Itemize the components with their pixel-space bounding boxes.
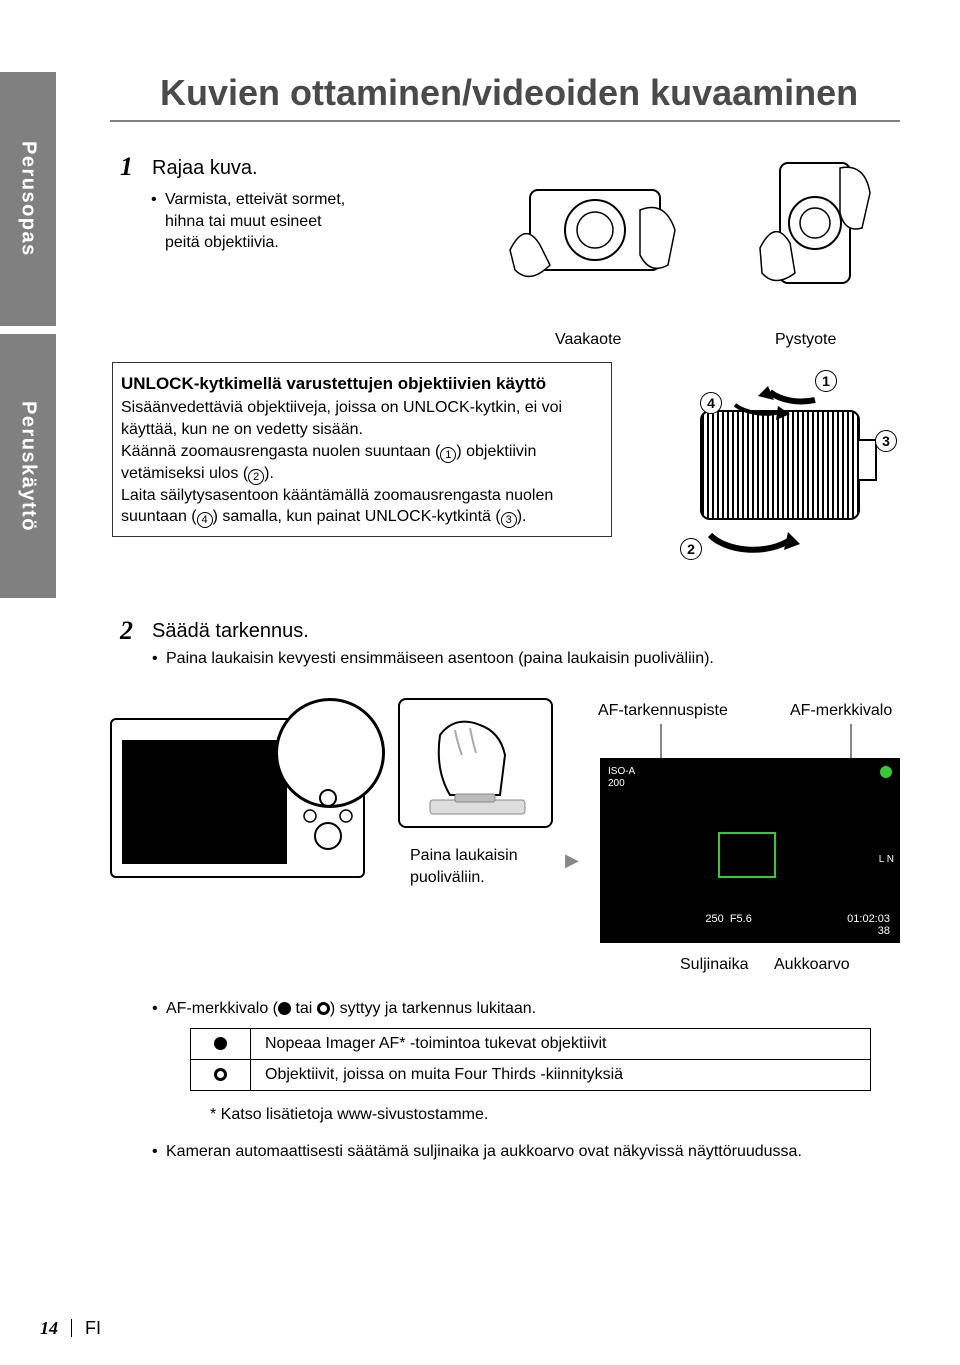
af-indicator-table: Nopeaa Imager AF* -toimintoa tukevat obj… (190, 1028, 871, 1091)
table-cell-row1: Nopeaa Imager AF* -toimintoa tukevat obj… (251, 1029, 871, 1060)
dot-solid-icon (278, 1002, 291, 1015)
diagram-marker-4: 4 (700, 392, 722, 414)
diagram-marker-1: 1 (815, 370, 837, 392)
label-af-point: AF-tarkennuspiste (598, 702, 728, 720)
step2-bullet: Paina laukaisin kevyesti ensimmäiseen as… (166, 650, 714, 668)
page-title: Kuvien ottaminen/videoiden kuvaaminen (160, 72, 858, 114)
page-number: 14 (40, 1318, 58, 1338)
table-cell-icon-ring (191, 1060, 251, 1091)
diagram-marker-2: 2 (680, 538, 702, 560)
illustration-vertical-grip (750, 138, 880, 313)
half-press-label: Paina laukaisin puoliväliin. (410, 845, 518, 888)
title-rule (110, 120, 900, 122)
sidebar-tab-basic-use: Peruskäyttö (0, 334, 56, 598)
table-cell-row2: Objektiivit, joissa on muita Four Thirds… (251, 1060, 871, 1091)
table-cell-icon-solid (191, 1029, 251, 1060)
page-footer: 14 FI (40, 1318, 101, 1339)
label-vertical-grip: Pystyote (775, 331, 836, 349)
diagram-marker-3: 3 (875, 430, 897, 452)
illustration-camera-back (110, 698, 385, 893)
bullet-auto-exposure: Kameran automaattisesti säätämä suljinai… (166, 1140, 886, 1164)
unlock-info-box: UNLOCK-kytkimellä varustettujen objektii… (112, 362, 612, 537)
step-number-2: 2 (120, 616, 133, 646)
label-af-light: AF-merkkivalo (790, 702, 892, 720)
step-number-1: 1 (120, 152, 133, 182)
illustration-half-press (398, 698, 553, 828)
lcd-iso: ISO-A200 (608, 766, 635, 790)
bullet-af-lock: AF-merkkivalo ( tai ) syttyy ja tarkennu… (166, 1000, 536, 1018)
label-horizontal-grip: Vaakaote (555, 331, 621, 349)
illustration-horizontal-grip (490, 160, 700, 310)
step2-heading: Säädä tarkennus. (152, 620, 309, 643)
lcd-preview: ISO-A200 L N 250 F5.6 01:02:0338 (600, 758, 900, 943)
label-aperture: Aukkoarvo (774, 956, 850, 974)
unlock-title: UNLOCK-kytkimellä varustettujen objektii… (121, 373, 603, 395)
lens-diagram: 1 4 3 2 (640, 370, 900, 585)
label-shutter: Suljinaika (680, 956, 748, 974)
af-frame-icon (718, 832, 776, 878)
step1-bullet: Varmista, etteivät sormet, hihna tai muu… (165, 189, 345, 254)
dot-ring-icon (317, 1002, 330, 1015)
page-lang: FI (85, 1318, 101, 1338)
af-indicator-icon (880, 766, 892, 778)
footnote-star: * Katso lisätietoja www-sivustostamme. (210, 1106, 488, 1124)
sidebar-tab-guide: Perusopas (0, 72, 56, 326)
lcd-bottom-bar: 250 F5.6 01:02:0338 (600, 913, 900, 937)
lcd-right-info: L N (879, 854, 894, 866)
arrow-right-icon: ▶ (565, 850, 579, 871)
step1-heading: Rajaa kuva. (152, 157, 258, 180)
unlock-body: Sisäänvedettäviä objektiiveja, joissa on… (121, 397, 603, 528)
